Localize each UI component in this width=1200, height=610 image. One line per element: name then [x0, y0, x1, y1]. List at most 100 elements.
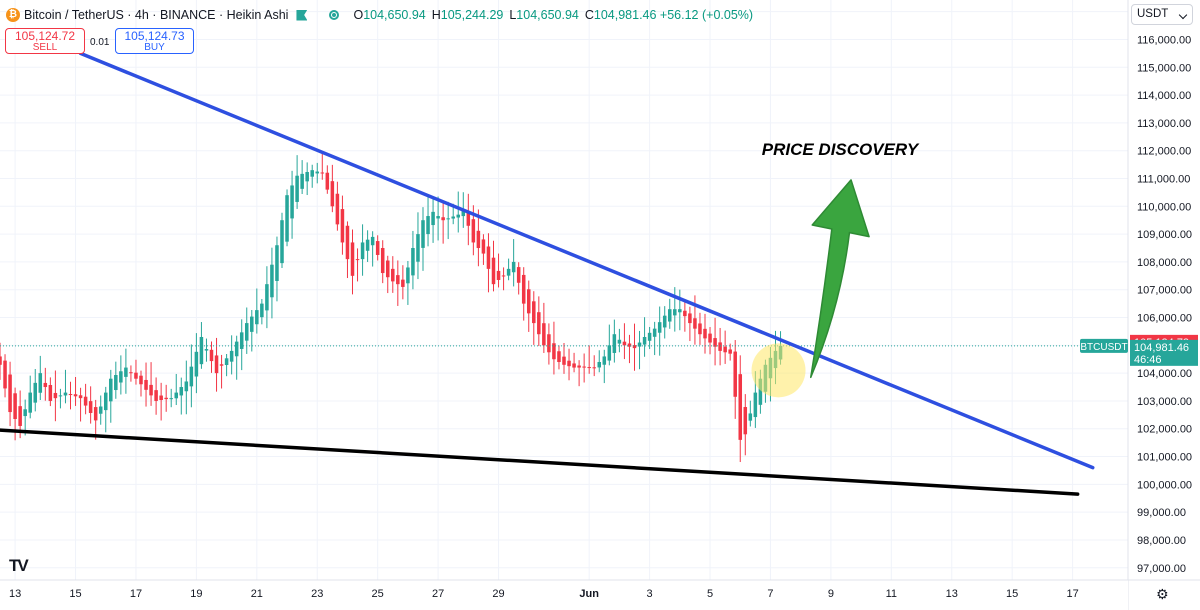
symbol-title[interactable]: Bitcoin / TetherUS · 4h · BINANCE · Heik…	[24, 8, 289, 22]
buy-button[interactable]: 105,124.73 BUY	[115, 28, 194, 54]
open-value: 104,650.94	[363, 8, 426, 22]
candle-body	[532, 301, 536, 324]
candle-body	[562, 356, 566, 365]
candle-body	[496, 270, 501, 280]
candle-body	[114, 374, 118, 391]
candle-body	[451, 216, 455, 219]
y-tick-label: 116,000.00	[1137, 34, 1191, 46]
currency-select[interactable]: USDT	[1131, 4, 1193, 25]
candle-body	[647, 332, 652, 341]
symbol-tag-label: BTCUSDT	[1080, 342, 1127, 353]
candle-body	[103, 392, 108, 411]
candle-body	[391, 268, 395, 282]
candle-body	[431, 211, 435, 226]
x-tick-label: 17	[1066, 588, 1078, 600]
candle-body	[597, 362, 602, 368]
candle-body	[295, 175, 299, 202]
candle-body	[219, 364, 224, 366]
candle-body	[199, 336, 204, 365]
candle-body	[375, 241, 380, 255]
candle-body	[350, 242, 355, 276]
candle-body	[38, 373, 43, 393]
candle-body	[214, 355, 219, 374]
candle-body	[436, 216, 440, 219]
candle-body	[441, 217, 445, 221]
candle-body	[592, 367, 596, 369]
sell-button[interactable]: 105,124.72 SELL	[5, 28, 85, 54]
candle-body	[738, 374, 743, 440]
candle-body	[421, 220, 425, 248]
candle-body	[587, 367, 591, 369]
settings-icon[interactable]: ⚙	[1156, 586, 1169, 602]
x-tick-label: 5	[707, 588, 713, 600]
buy-price: 105,124.73	[124, 29, 185, 43]
close-label: C	[584, 8, 594, 22]
y-tick-label: 113,000.00	[1137, 118, 1191, 130]
candle-body	[416, 234, 420, 262]
ohlc-values: O104,650.94 H105,244.29 L104,650.94 C104…	[353, 8, 753, 22]
candle-body	[607, 345, 612, 361]
candle-body	[209, 349, 214, 362]
candle-body	[466, 212, 471, 226]
candle-body	[98, 406, 103, 414]
candle-body	[723, 346, 727, 353]
x-tick-label: 25	[372, 588, 384, 600]
candle-body	[53, 392, 58, 399]
candle-body	[547, 334, 551, 353]
candle-body	[13, 393, 17, 420]
candle-body	[396, 275, 400, 285]
candle-body	[718, 342, 722, 351]
candle-body	[521, 274, 526, 304]
candle-body	[446, 218, 450, 220]
candle-body	[360, 242, 365, 260]
candle-body	[335, 193, 340, 225]
symbol-tag	[1080, 338, 1128, 353]
candle-body	[134, 372, 138, 379]
candle-body	[617, 339, 622, 344]
candle-body	[194, 351, 199, 377]
candle-body	[244, 323, 249, 341]
candle-body	[577, 365, 581, 368]
candle-body	[481, 239, 486, 254]
candle-body	[733, 351, 737, 397]
x-tick-label: 15	[69, 588, 81, 600]
candle-body	[370, 236, 375, 246]
candle-body	[476, 230, 481, 249]
candle-body	[124, 367, 128, 377]
candle-body	[380, 248, 385, 274]
candle-body	[683, 310, 687, 317]
breakout-highlight	[751, 343, 806, 398]
price-axis-bg	[1128, 0, 1200, 610]
candle-body	[58, 395, 63, 397]
candle-body	[310, 170, 314, 177]
candle-body	[748, 413, 753, 421]
tradingview-logo[interactable]: TV	[9, 556, 29, 575]
candle-body	[260, 303, 264, 318]
candle-body	[43, 382, 48, 388]
flag-icon[interactable]	[296, 9, 308, 21]
candle-body	[189, 366, 194, 387]
close-value: 104,981.46 +56.12 (+0.05%)	[593, 8, 754, 22]
candle-body	[48, 384, 53, 401]
high-label: H	[431, 8, 441, 22]
candle-body	[411, 248, 415, 276]
candle-body	[542, 323, 546, 346]
y-tick-label: 111,000.00	[1137, 174, 1190, 186]
candle-body	[426, 216, 430, 235]
candle-body	[23, 409, 27, 417]
candle-body	[642, 336, 647, 345]
x-tick-label: 19	[190, 588, 202, 600]
candle-body	[224, 358, 229, 366]
x-tick-label: 15	[1006, 588, 1018, 600]
candle-body	[174, 392, 179, 399]
candle-body	[471, 219, 476, 243]
candle-body	[632, 345, 637, 349]
candle-body	[385, 260, 390, 278]
candle-body	[365, 239, 370, 251]
candle-body	[728, 349, 732, 354]
y-tick-label: 106,000.00	[1137, 313, 1192, 325]
x-tick-label: 11	[886, 588, 897, 600]
candle-body	[119, 371, 123, 383]
